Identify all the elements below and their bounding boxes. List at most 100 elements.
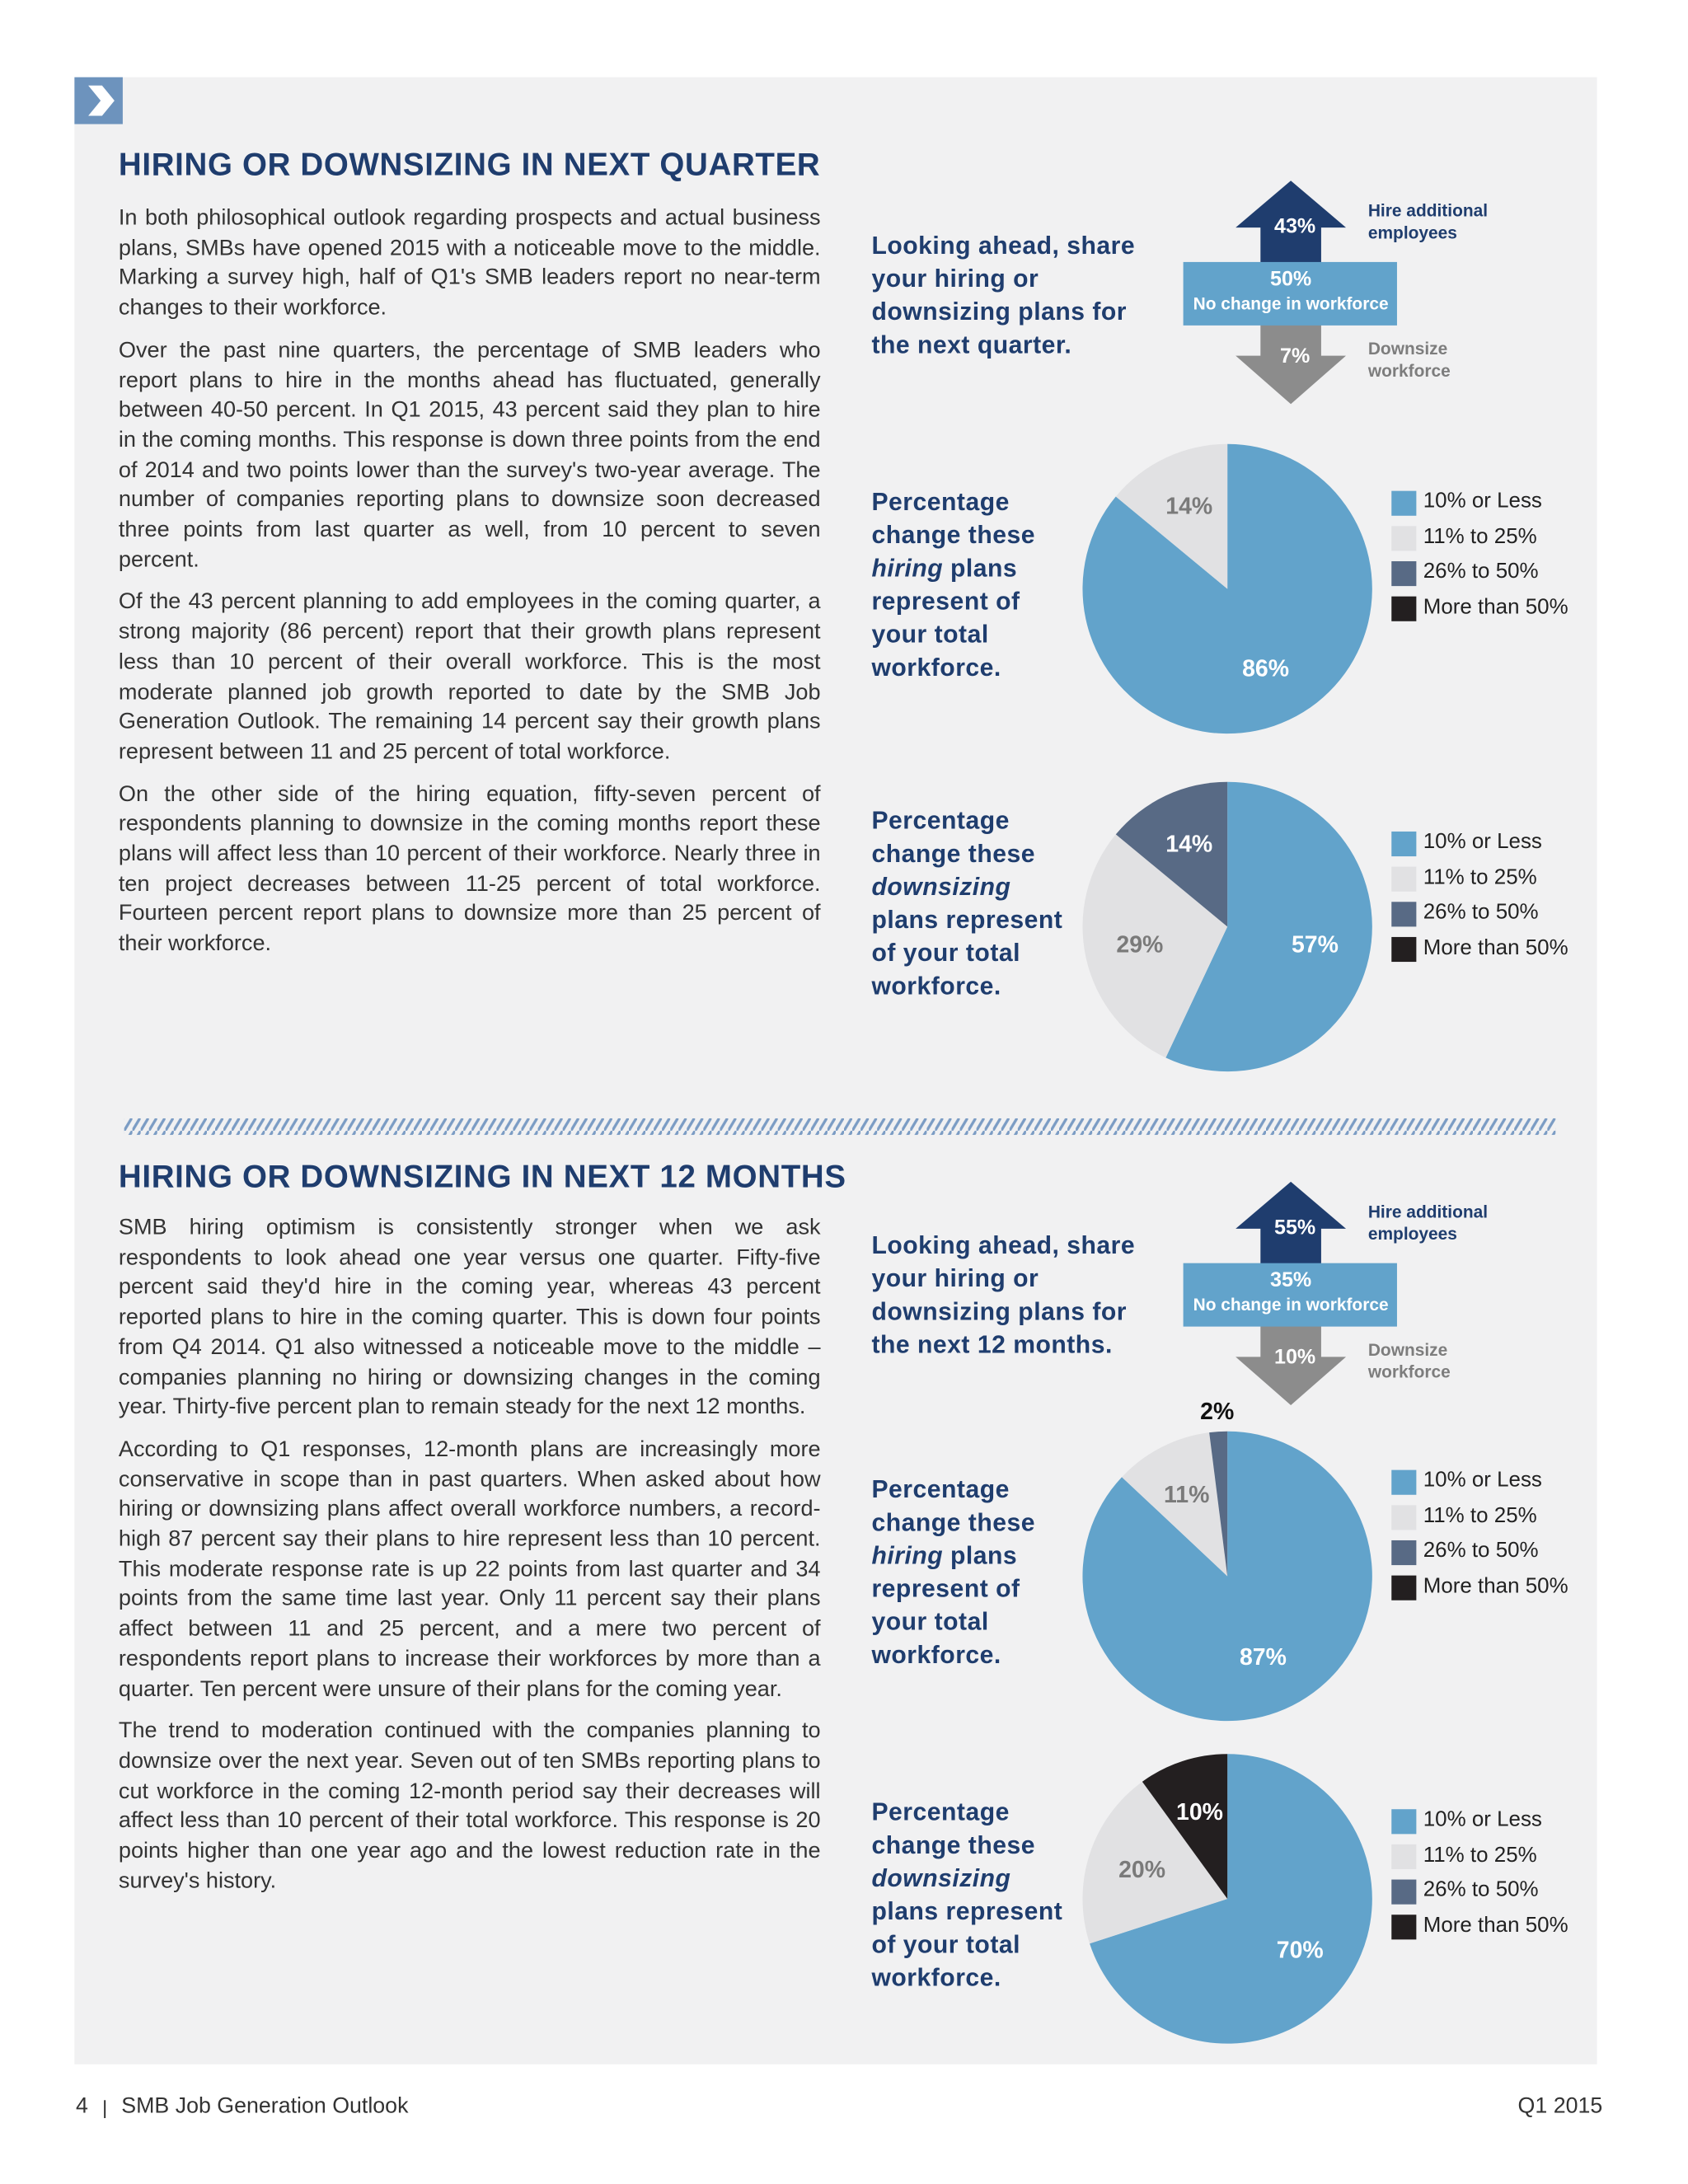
legend-label: 10% or Less	[1423, 1468, 1542, 1493]
legend-label: 26% to 50%	[1423, 1539, 1539, 1563]
page-number: 4	[76, 2094, 88, 2119]
panel	[74, 77, 1597, 2064]
legend-label: More than 50%	[1423, 1913, 1568, 1938]
legend-swatch	[1391, 490, 1417, 516]
pie-slice	[1082, 1431, 1372, 1722]
no-change-value: 35%	[1270, 1268, 1311, 1291]
hire-label: Hire additional employees	[1367, 1202, 1489, 1244]
question-text: plans represent of your total workforce.	[871, 1541, 1020, 1669]
paragraph: On the other side of the hiring equation…	[118, 781, 821, 956]
question-text: plans represent of your total workforce.	[871, 906, 1063, 1001]
pie-question: Percentage change these hiring plans rep…	[871, 485, 1078, 684]
slice-label: 29%	[1116, 932, 1163, 958]
section-body: In both philosophical outlook regarding …	[119, 204, 821, 972]
downsize-arrow	[1236, 324, 1347, 405]
no-change-box	[1183, 261, 1397, 326]
pie-slice	[1090, 1754, 1372, 2044]
slice-label: 11%	[1164, 1482, 1209, 1508]
downsize-value: 7%	[1280, 344, 1310, 368]
slice-label: 87%	[1240, 1644, 1287, 1671]
slice-label: 57%	[1292, 932, 1339, 958]
issue: Q1 2015	[1517, 2094, 1603, 2119]
divider	[124, 1118, 1556, 1136]
no-change-value: 50%	[1270, 267, 1311, 290]
downsize-value: 10%	[1274, 1346, 1315, 1369]
pie-question: Percentage change these hiring plans rep…	[871, 1473, 1078, 1671]
legend-swatch	[1391, 866, 1417, 892]
legend-label: 26% to 50%	[1423, 1877, 1539, 1902]
paragraph: SMB hiring optimism is consistently stro…	[118, 1215, 821, 1420]
legend-label: More than 50%	[1423, 1573, 1568, 1598]
question-text: plans represent of your total workforce.	[871, 1897, 1063, 1992]
hire-arrow	[1236, 180, 1347, 264]
pie-slice	[1082, 1781, 1228, 1944]
paragraph: The trend to moderation continued with t…	[118, 1718, 821, 1893]
pie-question: Percentage change these downsizing plans…	[871, 1796, 1078, 1994]
slice-label: 70%	[1277, 1938, 1324, 1964]
pie-slice	[1122, 1432, 1228, 1577]
pie-question: Percentage change these downsizing plans…	[871, 804, 1078, 1002]
publication: SMB Job Generation Outlook	[121, 2094, 409, 2119]
legend-swatch	[1391, 1809, 1417, 1835]
legend-swatch	[1391, 560, 1417, 587]
legend-label: 10% or Less	[1423, 489, 1542, 513]
pie-slice	[1115, 443, 1228, 589]
slice-label: 10%	[1176, 1799, 1223, 1825]
pie-slice	[1082, 834, 1228, 1058]
legend-label: 26% to 50%	[1423, 900, 1539, 925]
downsize-label: Downsize workforce	[1367, 339, 1451, 381]
no-change-box	[1183, 1263, 1397, 1327]
question-text: Percentage change these	[871, 1475, 1035, 1536]
paragraph: Over the past nine quarters, the percent…	[118, 337, 821, 572]
slice-label: 14%	[1165, 831, 1212, 857]
chevron	[88, 85, 115, 116]
hire-value: 43%	[1274, 215, 1315, 238]
legend-label: 10% or Less	[1423, 1807, 1542, 1832]
question-text: downsizing	[871, 873, 1011, 901]
question-text: plans represent of your total workforce.	[871, 554, 1020, 682]
legend-label: 11% to 25%	[1423, 1503, 1537, 1528]
legend-swatch	[1391, 596, 1417, 621]
no-change-label: No change in workforce	[1193, 1296, 1389, 1315]
pie-slice	[1115, 781, 1228, 927]
hire-label: Hire additional employees	[1367, 201, 1489, 243]
legend-swatch	[1391, 1844, 1417, 1870]
legend-swatch	[1391, 936, 1417, 963]
question-text: hiring	[871, 554, 944, 583]
question-text: downsizing	[871, 1864, 1011, 1892]
outlook-question: Looking ahead, share your hiring or down…	[871, 232, 1136, 359]
hire-arrow	[1236, 1181, 1347, 1265]
legend-swatch	[1391, 902, 1417, 927]
legend-label: 10% or Less	[1423, 830, 1542, 854]
no-change-label: No change in workforce	[1193, 294, 1389, 313]
legend-swatch	[1391, 1879, 1417, 1905]
legend-label: 26% to 50%	[1423, 560, 1539, 583]
slice-label: 86%	[1242, 656, 1289, 682]
question-text: Percentage change these	[871, 488, 1035, 549]
question-text: hiring	[871, 1541, 944, 1570]
slice-label: 20%	[1118, 1857, 1165, 1883]
legend-swatch	[1391, 1469, 1417, 1495]
downsize-label: Downsize workforce	[1367, 1340, 1451, 1382]
pie-slice	[1082, 443, 1372, 734]
question-text: Percentage change these	[871, 1797, 1035, 1859]
section-body: SMB hiring optimism is consistently stro…	[119, 1213, 821, 1909]
section-icon	[74, 77, 123, 124]
legend-swatch	[1391, 526, 1417, 551]
section-title: HIRING OR DOWNSIZING IN NEXT 12 MONTHS	[118, 1158, 846, 1194]
legend-label: 11% to 25%	[1423, 524, 1537, 549]
downsize-arrow	[1236, 1324, 1347, 1405]
slice-label: 2%	[1200, 1399, 1234, 1425]
legend-swatch	[1391, 1505, 1417, 1530]
legend-swatch	[1391, 831, 1417, 857]
slice-label: 14%	[1165, 493, 1212, 519]
pie-slice	[1165, 781, 1372, 1072]
legend-label: More than 50%	[1423, 935, 1568, 959]
section-title: HIRING OR DOWNSIZING IN NEXT QUARTER	[118, 146, 821, 182]
legend-label: 11% to 25%	[1423, 865, 1537, 889]
legend-swatch	[1391, 1915, 1417, 1940]
legend-label: 11% to 25%	[1423, 1843, 1537, 1867]
